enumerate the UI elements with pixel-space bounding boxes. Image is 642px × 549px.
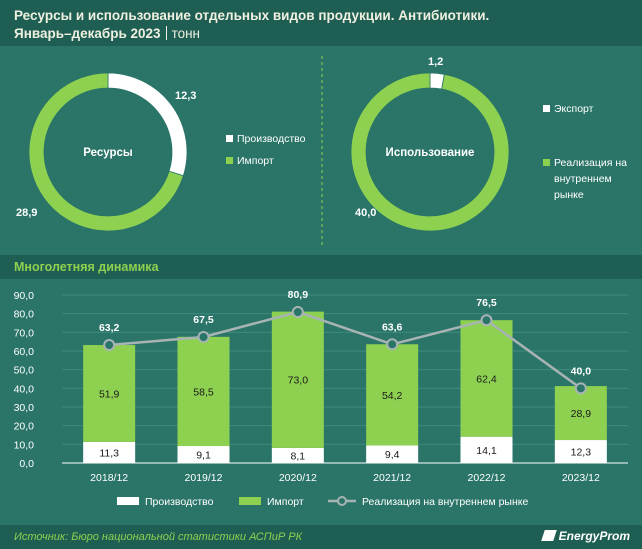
donut-usage [350,72,510,232]
bar-production [366,445,419,463]
title-unit: тонн [171,26,201,41]
bar-production [177,446,230,463]
line-domestic-point [386,338,399,351]
bar-import [460,320,513,437]
legend-label-import: Импорт [237,155,274,167]
title-separator [165,26,167,40]
y-tick-label: 40,0 [14,383,35,395]
header-bar: Ресурсы и использование отдельных видов … [0,0,642,46]
chart-x-axis: 2018/12 2019/12 2020/12 2021/12 2022/12 2023/… [90,472,600,484]
chart-legend-swatch-production [117,497,139,505]
y-tick-label: 50,0 [14,365,35,377]
bar-production [271,447,324,463]
stacked-bar-chart: 0,010,020,030,040,050,060,070,080,090,0 … [14,289,628,508]
line-domestic-point [291,305,304,318]
bar-import-label: 28,9 [571,408,592,420]
chart-bars: 11,3 51,9 9,1 58,5 8,1 73,0 9,4 54,2 14,1 62,4 12,… [83,311,607,463]
x-tick-label: 2019/12 [185,472,223,484]
footer-bar: Источник: Бюро национальной статистики А… [0,525,642,549]
legend-label-export: Экспорт [554,103,594,115]
legend-swatch-export [543,105,550,112]
logo-text: EnergyProm [558,529,630,543]
y-tick-label: 60,0 [14,346,35,358]
bar-production-label: 9,4 [385,449,400,461]
x-tick-label: 2021/12 [373,472,411,484]
line-domestic-label: 63,2 [99,322,120,334]
bar-import-label: 54,2 [382,390,403,402]
bar-production [554,440,607,463]
bar-import [177,336,230,447]
bar-production-label: 12,3 [571,447,592,459]
y-tick-label: 30,0 [14,402,35,414]
legend-swatch-domestic [543,159,550,166]
bar-import [271,311,324,448]
source-text: Источник: Бюро национальной статистики А… [14,531,303,543]
brand-logo: EnergyProm [540,529,630,543]
line-domestic-point [574,382,587,395]
chart-legend-marker-domestic [337,496,347,506]
line-domestic-point [480,314,493,327]
x-tick-label: 2018/12 [90,472,128,484]
line-domestic-label: 76,5 [476,297,497,309]
bar-production [460,436,513,463]
x-tick-label: 2022/12 [468,472,506,484]
bar-import [554,386,607,441]
logo-icon [540,530,557,541]
x-tick-label: 2023/12 [562,472,600,484]
line-domestic-label: 80,9 [288,289,309,301]
bar-import-label: 58,5 [193,386,214,398]
section-bar: Многолетняя динамика [0,255,642,279]
donut-usage-slice-1 [350,72,510,232]
chart-line: 63,2 67,5 80,9 63,6 76,5 40,0 [99,289,592,395]
title-line-1: Ресурсы и использование отдельных видов … [14,8,490,23]
chart-grid: 0,0 10,0 20,0 30,0 40,0 50,0 60,0 70,0 80,0 90,0 [14,290,628,470]
section-title: Многолетняя динамика [14,260,159,274]
donut-usage-center-label: Использование [386,147,475,159]
bar-import-label: 51,9 [99,388,120,400]
donut-resources-slice-0 [107,72,188,177]
donut-usage-label-export: 1,2 [428,56,443,68]
bar-import [83,345,136,442]
bar-production [83,441,136,463]
y-tick-label: 10,0 [14,439,35,451]
chart-legend-label-domestic: Реализация на внутреннем рынке [362,496,528,508]
bar-production-label: 8,1 [291,450,306,462]
chart-legend-swatch-import [239,497,261,505]
title-line-2: Январь–декабрь 2023 тонн [14,25,489,43]
donut-resources-slice-1 [28,72,184,232]
bar-import [366,344,419,446]
line-domestic-label: 67,5 [193,314,214,326]
legend-label-domestic: Реализация на внутреннем рынке [554,157,627,201]
line-domestic-point [103,339,116,352]
line-domestic [109,310,582,390]
chart-legend: Производство Импорт Реализация на внутре… [117,496,528,508]
line-domestic-label: 63,6 [382,321,403,333]
y-tick-label: 0,0 [19,458,34,470]
donut-panel: Ресурсы 12,3 28,9 Производство Импорт Ис… [16,56,627,248]
bar-production-label: 11,3 [99,447,119,459]
chart-legend-label-import: Импорт [267,496,304,508]
donut-resources-center-label: Ресурсы [83,147,133,159]
chart-title: Ресурсы и использование отдельных видов … [14,7,489,43]
line-domestic-label: 40,0 [571,365,592,377]
line-domestic-point [197,331,210,343]
chart-legend-label-production: Производство [145,496,214,508]
legend-swatch-production [226,135,233,142]
legend-swatch-import [226,157,233,164]
donut-resources [28,72,188,232]
y-tick-label: 80,0 [14,309,35,321]
donut-resources-label-import: 28,9 [16,207,37,219]
y-tick-label: 20,0 [14,421,35,433]
title-period: Январь–декабрь 2023 [14,26,161,41]
donut-usage-label-domestic: 40,0 [355,207,376,219]
y-tick-label: 70,0 [14,327,35,339]
y-tick-label: 90,0 [14,290,35,302]
bar-import-label: 62,4 [476,373,497,385]
donut-resources-label-production: 12,3 [175,90,196,102]
legend-label-production: Производство [237,133,306,145]
bar-import-label: 73,0 [288,375,309,387]
x-tick-label: 2020/12 [279,472,317,484]
bar-production-label: 9,1 [196,450,211,462]
bar-production-label: 14,1 [476,445,497,457]
